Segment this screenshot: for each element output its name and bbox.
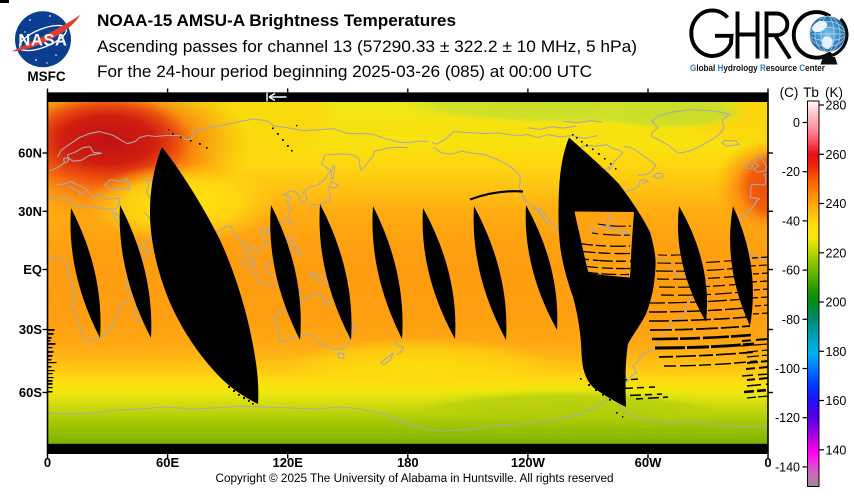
svg-text:160: 160 [826,394,847,408]
svg-text:-20: -20 [782,165,800,179]
svg-text:MSFC: MSFC [27,69,65,84]
svg-text:-140: -140 [775,460,800,474]
svg-text:120W: 120W [511,455,546,470]
svg-text:-80: -80 [782,313,800,327]
svg-text:260: 260 [826,148,847,162]
svg-text:For the 24-hour period beginni: For the 24-hour period beginning 2025-03… [97,62,592,81]
svg-text:0: 0 [793,116,800,130]
svg-text:140: 140 [826,443,847,457]
svg-text:Ascending passes for channel 1: Ascending passes for channel 13 (57290.3… [97,37,637,56]
svg-text:180: 180 [397,455,419,470]
svg-text:EQ: EQ [23,262,42,277]
svg-text:30N: 30N [18,204,42,219]
svg-text:30S: 30S [19,322,42,337]
svg-text:60N: 60N [18,146,42,161]
svg-text:-40: -40 [782,214,800,228]
svg-text:-120: -120 [775,411,800,425]
svg-text:280: 280 [826,99,847,113]
svg-text:-100: -100 [775,362,800,376]
svg-text:-60: -60 [782,264,800,278]
svg-text:Tb: Tb [803,85,819,100]
svg-text:180: 180 [826,345,847,359]
svg-text:Copyright © 2025 The Universit: Copyright © 2025 The University of Alaba… [216,471,614,485]
svg-text:Global Hydrology Resource Cent: Global Hydrology Resource Center [690,62,826,73]
svg-text:240: 240 [826,197,847,211]
svg-text:0: 0 [764,455,771,470]
svg-text:60E: 60E [156,455,179,470]
svg-text:NOAA-15 AMSU-A Brightness Temp: NOAA-15 AMSU-A Brightness Temperatures [97,11,456,30]
svg-text:200: 200 [826,296,847,310]
svg-text:0: 0 [44,455,51,470]
svg-text:120E: 120E [273,455,304,470]
svg-text:60S: 60S [19,385,42,400]
svg-text:(K): (K) [825,85,843,100]
svg-text:(C): (C) [780,85,799,100]
svg-text:NASA: NASA [18,32,67,50]
svg-text:220: 220 [826,246,847,260]
svg-text:60W: 60W [635,455,662,470]
